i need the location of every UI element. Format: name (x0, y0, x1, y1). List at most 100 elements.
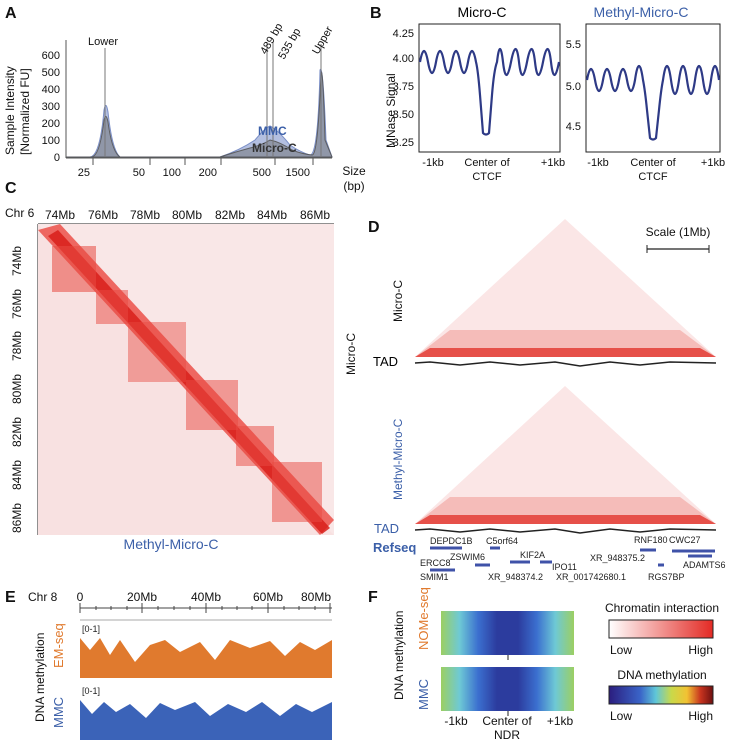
b-xt-mid2-r: CTCF (638, 171, 668, 183)
f-xt-mid2: NDR (494, 728, 520, 742)
c-ytick-5: 84Mb (10, 460, 24, 490)
c-xtick-0: 74Mb (45, 208, 75, 222)
c-chr: Chr 6 (5, 206, 35, 220)
d-microc-label: Micro-C (391, 280, 405, 322)
f-mmc-heat (441, 667, 574, 711)
panel-a-yticks: 0 100 200 300 400 500 600 (42, 50, 60, 164)
panel-b-chart: MNase Signal Micro-C Methyl-Micro-C 4.25… (384, 4, 725, 183)
c-right-label: Micro-C (344, 333, 358, 375)
d-tad2-line (414, 528, 717, 534)
d-refseq: Refseq (373, 540, 416, 555)
panel-c-heatmap: Chr 6 74Mb 76Mb 78Mb 80Mb 82Mb 84Mb 86Mb… (5, 206, 358, 552)
c-ytick-0: 74Mb (10, 246, 24, 276)
a-xlabel-2: (bp) (343, 179, 364, 193)
a-ytick-400: 400 (42, 84, 60, 96)
d-tad1-line (414, 361, 717, 367)
panel-a-ylabel-2: [Normalized FU] (18, 68, 32, 155)
e-track2-label: MMC (51, 697, 66, 728)
b-ytick-45: 4.5 (566, 121, 581, 133)
f-legend-dm-bar (608, 685, 714, 705)
a-ytick-500: 500 (42, 67, 60, 79)
c-xtick-5: 84Mb (257, 208, 287, 222)
panel-f-heatmaps: DNA methylation NOMe-seq MMC -1kb Center… (392, 587, 719, 742)
gene-adamts6: ADAMTS6 (683, 560, 726, 570)
e-tick-80: 80Mb (301, 590, 331, 604)
b-right-curve (585, 64, 721, 141)
b-title-right: Methyl-Micro-C (594, 4, 689, 20)
a-ytick-300: 300 (42, 101, 60, 113)
d-mmc-triangle (415, 386, 716, 524)
b-ytick-50: 5.0 (566, 81, 581, 93)
b-ytick-425: 4.25 (393, 28, 414, 40)
f-low2: Low (610, 709, 632, 723)
label-lower: Lower (88, 36, 118, 48)
f-xt-right: +1kb (547, 714, 574, 728)
c-xtick-6: 86Mb (300, 208, 330, 222)
f-nome-heat (441, 611, 574, 655)
a-ytick-0: 0 (54, 152, 60, 164)
b-left-curve (418, 47, 561, 136)
b-ytick-400: 4.00 (393, 53, 414, 65)
b-xt-mid1-r: Center of (630, 157, 676, 169)
b-ytick-55: 5.5 (566, 39, 581, 51)
a-xtick-200: 200 (199, 167, 217, 179)
b-title-left: Micro-C (458, 4, 507, 20)
b-xt-right-r: +1kb (701, 157, 725, 169)
c-bottom-label: Methyl-Micro-C (124, 536, 219, 552)
gene-xr001742680: XR_001742680.1 (556, 572, 626, 582)
e-ticks (79, 603, 331, 613)
microc-trace (66, 71, 333, 158)
gene-rnf180: RNF180 (634, 535, 668, 545)
panel-a-ylabel-1: Sample Intensity (3, 66, 17, 155)
f-track2: MMC (416, 679, 431, 710)
f-xt-left: -1kb (444, 714, 468, 728)
c-tad-3 (128, 322, 186, 382)
c-xtick-3: 80Mb (172, 208, 202, 222)
f-high1: High (688, 643, 713, 657)
gene-bars (430, 546, 715, 572)
b-xt-mid1-l: Center of (464, 157, 510, 169)
panel-e-tracks: DNA methylation Chr 8 0 20Mb 40Mb 60Mb 8… (28, 590, 332, 740)
panel-label-f: F (368, 589, 378, 606)
f-track1: NOMe-seq (416, 587, 431, 650)
gene-cwc27: CWC27 (669, 535, 701, 545)
gene-ercc8: ERCC8 (420, 558, 451, 568)
e-tick-20: 20Mb (127, 590, 157, 604)
f-xt-mid1: Center of (482, 714, 532, 728)
b-xt-mid2-l: CTCF (472, 171, 502, 183)
b-xt-left-l: -1kb (422, 157, 443, 169)
f-legend-ci-bar (608, 619, 714, 639)
a-xtick-25: 25 (78, 167, 90, 179)
e-range-2: [0-1] (82, 686, 100, 696)
d-tad2: TAD (374, 521, 399, 536)
b-right-frame (585, 23, 721, 153)
c-ytick-6: 86Mb (10, 503, 24, 533)
c-xtick-4: 82Mb (215, 208, 245, 222)
gene-rgs7bp: RGS7BP (648, 572, 685, 582)
c-ytick-4: 82Mb (10, 417, 24, 447)
d-mmc-label: Methyl-Micro-C (391, 418, 405, 500)
e-tick-40: 40Mb (191, 590, 221, 604)
e-ylabel: DNA methylation (33, 633, 47, 722)
f-ylabel: DNA methylation (392, 611, 406, 700)
panel-label-a: A (5, 5, 17, 22)
f-low1: Low (610, 643, 632, 657)
f-high2: High (688, 709, 713, 723)
c-tad-1 (52, 246, 96, 292)
b-xt-right-l: +1kb (541, 157, 565, 169)
gene-zswim6: ZSWIM6 (450, 552, 485, 562)
a-ytick-100: 100 (42, 135, 60, 147)
d-microc-triangle (415, 219, 716, 357)
b-xt-left-r: -1kb (587, 157, 608, 169)
label-mmc: MMC (258, 124, 287, 138)
panel-label-d: D (368, 219, 380, 236)
label-upper: Upper (310, 24, 336, 56)
c-tad-4 (186, 380, 238, 430)
a-ytick-600: 600 (42, 50, 60, 62)
gene-xr948374: XR_948374.2 (488, 572, 543, 582)
c-tad-5 (236, 426, 274, 466)
c-ytick-1: 76Mb (10, 289, 24, 319)
f-legend-ci: Chromatin interaction (605, 601, 719, 615)
panel-label-e: E (5, 589, 16, 606)
